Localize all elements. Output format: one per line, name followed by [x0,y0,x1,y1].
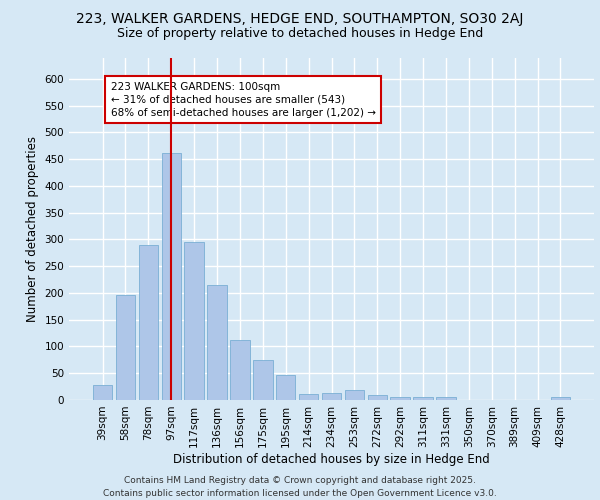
Bar [391,398,410,400]
Bar [551,398,570,400]
Bar [208,285,227,400]
Bar [230,340,250,400]
Bar [116,294,135,400]
Bar [344,390,364,400]
Text: Size of property relative to detached houses in Hedge End: Size of property relative to detached ho… [117,28,483,40]
Bar [184,242,204,400]
X-axis label: Distribution of detached houses by size in Hedge End: Distribution of detached houses by size … [173,452,490,466]
Bar [368,395,387,400]
Bar [93,385,112,400]
Text: 223 WALKER GARDENS: 100sqm
← 31% of detached houses are smaller (543)
68% of sem: 223 WALKER GARDENS: 100sqm ← 31% of deta… [110,82,376,118]
Text: 223, WALKER GARDENS, HEDGE END, SOUTHAMPTON, SO30 2AJ: 223, WALKER GARDENS, HEDGE END, SOUTHAMP… [76,12,524,26]
Bar [322,392,341,400]
Text: Contains HM Land Registry data © Crown copyright and database right 2025.
Contai: Contains HM Land Registry data © Crown c… [103,476,497,498]
Bar [436,398,455,400]
Bar [161,153,181,400]
Y-axis label: Number of detached properties: Number of detached properties [26,136,39,322]
Bar [139,245,158,400]
Bar [276,376,295,400]
Bar [299,394,319,400]
Bar [253,360,272,400]
Bar [413,397,433,400]
